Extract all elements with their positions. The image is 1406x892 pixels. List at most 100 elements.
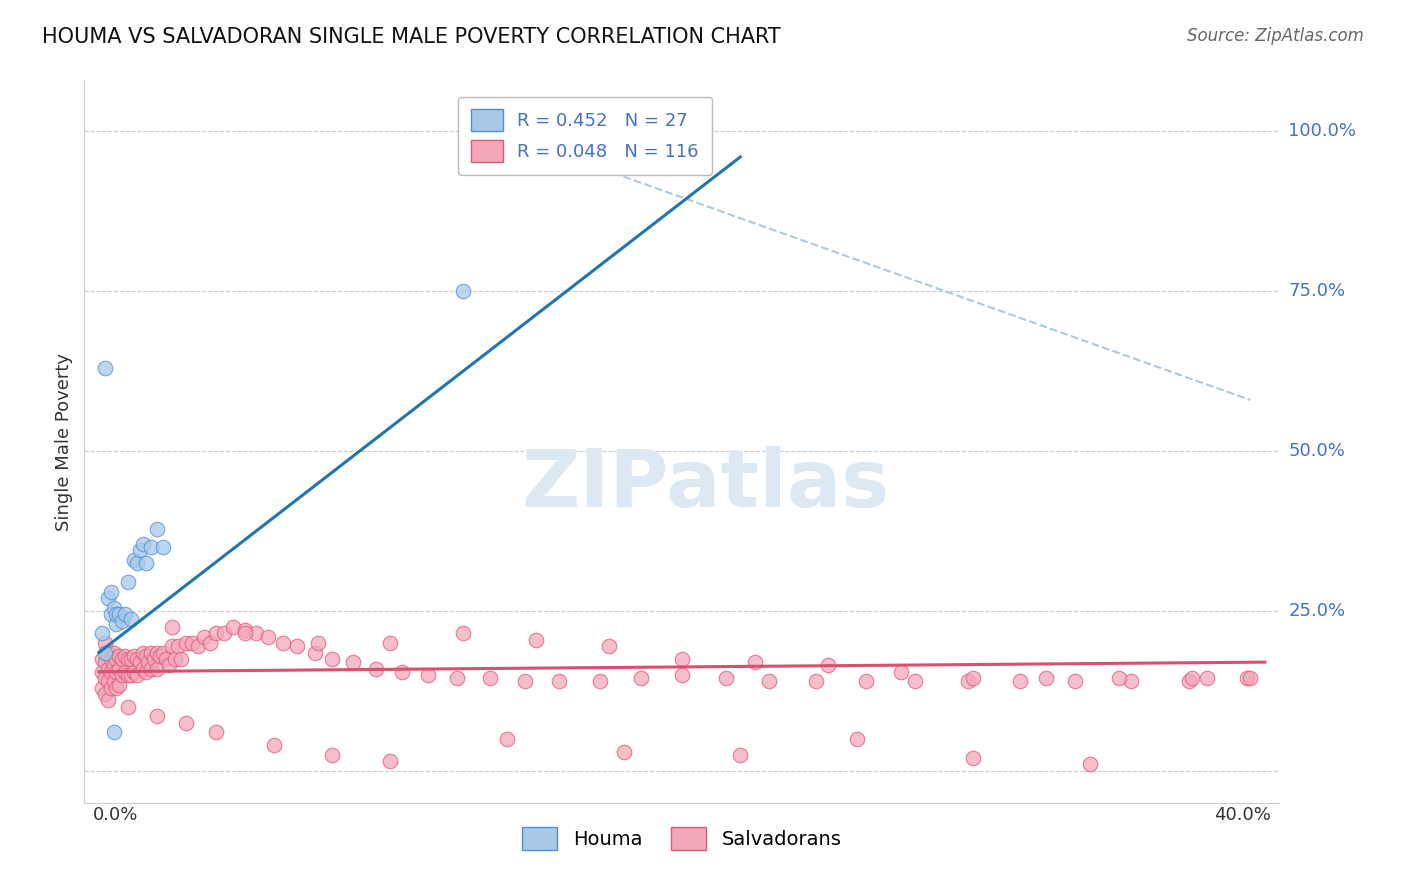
Point <box>962 671 984 685</box>
Point <box>304 646 326 660</box>
Point <box>657 146 679 161</box>
Point <box>245 626 267 640</box>
Point <box>1178 674 1201 689</box>
Point <box>105 652 128 666</box>
Point <box>233 623 256 637</box>
Point <box>380 754 402 768</box>
Text: 25.0%: 25.0% <box>1288 602 1346 620</box>
Point <box>94 646 117 660</box>
Point <box>513 674 536 689</box>
Point <box>105 681 128 695</box>
Point <box>131 537 153 551</box>
Point <box>100 584 122 599</box>
Point <box>321 652 343 666</box>
Point <box>97 693 120 707</box>
Point <box>176 715 198 730</box>
Point <box>176 636 198 650</box>
Point <box>125 668 148 682</box>
Point <box>478 671 501 685</box>
Text: 50.0%: 50.0% <box>1288 442 1346 460</box>
Point <box>524 632 547 647</box>
Point <box>108 677 131 691</box>
Point <box>257 630 280 644</box>
Point <box>453 626 475 640</box>
Point <box>391 665 413 679</box>
Point <box>97 674 120 689</box>
Point <box>1078 757 1101 772</box>
Point <box>103 658 125 673</box>
Point <box>904 674 927 689</box>
Point <box>131 661 153 675</box>
Point <box>364 661 387 675</box>
Point <box>122 665 145 679</box>
Point <box>758 674 780 689</box>
Point <box>128 543 150 558</box>
Point <box>141 646 163 660</box>
Point <box>169 652 191 666</box>
Point <box>120 612 142 626</box>
Point <box>671 668 693 682</box>
Point <box>956 674 979 689</box>
Point <box>193 630 215 644</box>
Text: HOUMA VS SALVADORAN SINGLE MALE POVERTY CORRELATION CHART: HOUMA VS SALVADORAN SINGLE MALE POVERTY … <box>42 27 780 46</box>
Point <box>108 607 131 622</box>
Point <box>744 655 766 669</box>
Point <box>135 648 157 663</box>
Point <box>149 648 172 663</box>
Point <box>90 681 112 695</box>
Legend: Houma, Salvadorans: Houma, Salvadorans <box>515 819 849 858</box>
Point <box>204 626 226 640</box>
Point <box>613 745 636 759</box>
Point <box>122 553 145 567</box>
Point <box>855 674 877 689</box>
Point <box>1008 674 1031 689</box>
Point <box>889 665 911 679</box>
Point <box>817 658 839 673</box>
Point <box>105 665 128 679</box>
Text: 75.0%: 75.0% <box>1288 282 1346 301</box>
Point <box>90 626 112 640</box>
Point <box>1064 674 1087 689</box>
Point <box>97 591 120 606</box>
Point <box>157 658 180 673</box>
Point <box>845 731 868 746</box>
Point <box>214 626 236 640</box>
Point <box>125 556 148 570</box>
Point <box>1108 671 1130 685</box>
Point <box>94 655 117 669</box>
Point <box>1119 674 1142 689</box>
Point <box>285 639 308 653</box>
Point <box>125 652 148 666</box>
Point <box>108 648 131 663</box>
Point <box>135 556 157 570</box>
Point <box>187 639 209 653</box>
Point <box>111 652 134 666</box>
Point <box>342 655 364 669</box>
Point <box>100 652 122 666</box>
Point <box>321 747 343 762</box>
Point <box>105 607 128 622</box>
Point <box>155 652 177 666</box>
Point <box>496 731 519 746</box>
Point <box>163 652 186 666</box>
Point <box>138 655 160 669</box>
Text: Source: ZipAtlas.com: Source: ZipAtlas.com <box>1187 27 1364 45</box>
Y-axis label: Single Male Poverty: Single Male Poverty <box>55 352 73 531</box>
Point <box>1195 671 1218 685</box>
Point <box>141 540 163 554</box>
Point <box>103 674 125 689</box>
Point <box>204 725 226 739</box>
Point <box>146 646 169 660</box>
Point <box>108 661 131 675</box>
Point <box>111 614 134 628</box>
Point <box>152 540 174 554</box>
Point <box>548 674 571 689</box>
Point <box>1239 671 1261 685</box>
Point <box>117 699 139 714</box>
Point <box>146 709 169 723</box>
Point <box>90 665 112 679</box>
Point <box>714 671 737 685</box>
Point <box>120 668 142 682</box>
Point <box>94 636 117 650</box>
Point <box>100 607 122 622</box>
